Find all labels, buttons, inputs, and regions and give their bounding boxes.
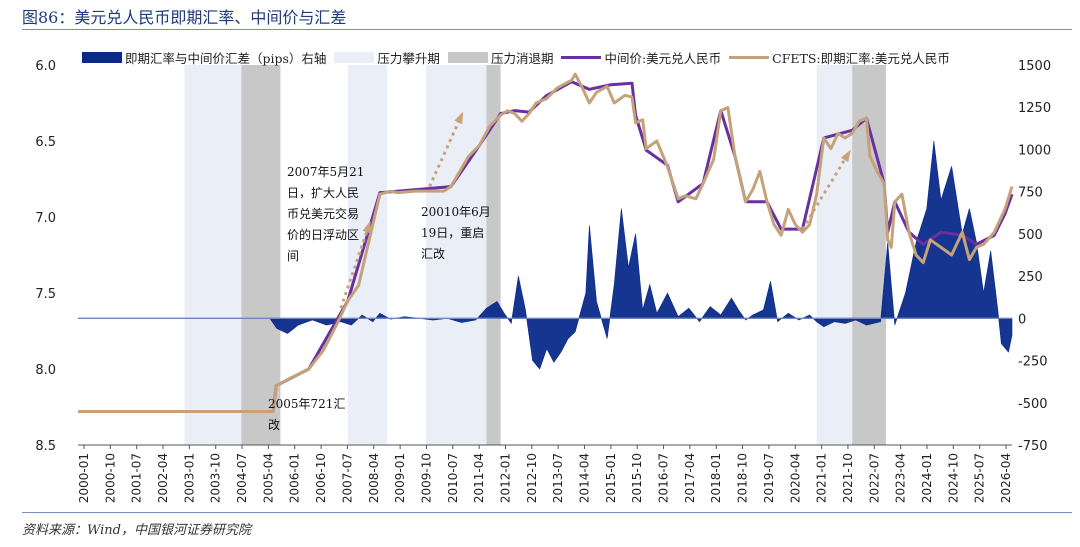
x-tick-label: 2023-04 [894, 453, 908, 503]
y-right-tick-label: 500 [1018, 228, 1043, 243]
annotation-2007-line: 日，扩大人民 [287, 186, 360, 200]
x-tick-label: 2002-04 [156, 453, 170, 503]
legend-label-pressure-down: 压力消退期 [490, 51, 554, 66]
x-tick-label: 2017-04 [683, 453, 697, 503]
annotation-2010-line: 汇改 [421, 247, 446, 261]
legend-swatch-pressure-up [334, 52, 375, 63]
annotation-2010-line: 20010年6月 [421, 205, 491, 219]
x-tick-label: 2011-04 [472, 453, 486, 503]
legend-label-central: 中间价:美元兑人民币 [604, 51, 722, 66]
x-tick-label: 2001-07 [130, 453, 144, 503]
x-tick-label: 2016-07 [657, 453, 671, 503]
y-right-tick-label: 750 [1018, 186, 1043, 201]
annotation-2007: 2007年5月21 日，扩大人民 币兑美元交易 价的日浮动区 间 [287, 162, 364, 267]
central-line [271, 80, 1014, 411]
annotation-2010: 20010年6月 19日，重启 汇改 [421, 202, 491, 265]
shaded-period [347, 65, 387, 445]
x-tick-label: 2024-01 [920, 453, 934, 503]
annotation-2007-line: 间 [287, 249, 300, 263]
y-right-tick-label: 1500 [1018, 59, 1051, 74]
x-tick-label: 2014-04 [578, 453, 592, 503]
x-tick-label: 2008-04 [367, 453, 381, 503]
shaded-period [241, 65, 281, 445]
x-tick-label: 2025-07 [973, 453, 987, 503]
x-tick-label: 2000-01 [77, 453, 91, 503]
shaded-period [486, 65, 501, 445]
x-tick-label: 2026-04 [999, 453, 1013, 503]
x-tick-label: 2003-10 [209, 453, 223, 503]
x-tick-label: 2015-01 [604, 453, 618, 503]
y-left-tick-label: 7.5 [35, 287, 56, 302]
x-tick-label: 2000-10 [103, 453, 117, 503]
y-left-tick-label: 8.0 [35, 363, 56, 378]
figure-title: 图86：美元兑人民币即期汇率、中间价与汇差 [22, 8, 347, 27]
legend-label-spot: CFETS:即期汇率:美元兑人民币 [772, 51, 950, 66]
legend-item-pressure-down: 压力消退期 [447, 48, 554, 67]
x-tick-label: 2010-07 [446, 453, 460, 503]
x-tick-label: 2021-10 [841, 453, 855, 503]
x-tick-label: 2003-01 [182, 453, 196, 503]
y-right-tick-label: 250 [1018, 270, 1043, 285]
legend-swatch-pressure-down [447, 52, 488, 63]
legend-item-spread: 即期汇率与中间价汇差（pips）右轴 [82, 48, 326, 67]
x-tick-label: 2018-10 [736, 453, 750, 503]
y-right-tick-label: -250 [1018, 355, 1048, 370]
x-tick-label: 2012-10 [525, 453, 539, 503]
x-tick-label: 2004-07 [235, 453, 249, 503]
legend-line-spot [729, 56, 770, 59]
x-tick-label: 2006-01 [288, 453, 302, 503]
y-right-tick-label: -750 [1018, 439, 1048, 454]
x-tick-label: 2012-01 [498, 453, 512, 503]
source-rule [22, 512, 1072, 513]
x-tick-label: 2009-01 [393, 453, 407, 503]
x-tick-label: 2005-04 [261, 453, 275, 503]
x-tick-label: 2009-10 [419, 453, 433, 503]
x-tick-label: 2020-04 [788, 453, 802, 503]
annotation-2005: 2005年721汇 改 [268, 394, 345, 436]
x-tick-label: 2015-10 [630, 453, 644, 503]
annotation-2010-line: 19日，重启 [421, 226, 485, 240]
x-tick-label: 2007-07 [340, 453, 354, 503]
x-tick-label: 2021-01 [815, 453, 829, 503]
trend-arrow [801, 152, 850, 230]
trend-arrow [339, 224, 371, 309]
legend-item-central: 中间价:美元兑人民币 [561, 48, 721, 67]
y-right-tick-label: -500 [1018, 397, 1048, 412]
trend-arrowhead [362, 220, 371, 234]
y-left-tick-label: 8.5 [35, 439, 56, 454]
x-tick-label: 2006-10 [314, 453, 328, 503]
legend: 即期汇率与中间价汇差（pips）右轴 压力攀升期 压力消退期 中间价:美元兑人民… [82, 48, 958, 67]
title-rule [22, 29, 1072, 30]
legend-item-spot: CFETS:即期汇率:美元兑人民币 [729, 48, 950, 67]
y-right-tick-label: 1250 [1018, 101, 1051, 116]
trend-arrowhead [840, 149, 851, 163]
y-left-tick-label: 6.5 [35, 135, 56, 150]
annotation-2007-line: 币兑美元交易 [287, 207, 360, 221]
x-tick-label: 2018-01 [709, 453, 723, 503]
trend-arrowhead [454, 111, 464, 125]
legend-label-pressure-up: 压力攀升期 [377, 51, 440, 66]
legend-label-spread: 即期汇率与中间价汇差（pips）右轴 [125, 51, 327, 66]
y-right-tick-label: 0 [1018, 312, 1026, 327]
y-right-tick-label: 1000 [1018, 143, 1051, 158]
annotation-2005-line: 2005年721汇 [268, 397, 346, 411]
shaded-period [816, 65, 853, 445]
annotation-2005-line: 改 [268, 418, 281, 432]
y-left-tick-label: 6.0 [35, 59, 56, 74]
annotation-2007-line: 价的日浮动区 [287, 228, 360, 242]
legend-line-central [561, 56, 602, 59]
x-tick-label: 2024-10 [946, 453, 960, 503]
annotation-2007-line: 2007年5月21 [287, 165, 365, 179]
legend-swatch-spread [82, 52, 122, 63]
legend-item-pressure-up: 压力攀升期 [334, 48, 440, 67]
x-tick-label: 2013-07 [551, 453, 565, 503]
x-tick-label: 2019-07 [762, 453, 776, 503]
spot-line [78, 72, 1014, 414]
shaded-period [184, 65, 242, 445]
y-left-tick-label: 7.0 [35, 211, 56, 226]
source-note: 资料来源：Wind，中国银河证券研究院 [22, 523, 251, 538]
trend-arrow [428, 114, 463, 188]
x-tick-label: 2022-07 [867, 453, 881, 503]
